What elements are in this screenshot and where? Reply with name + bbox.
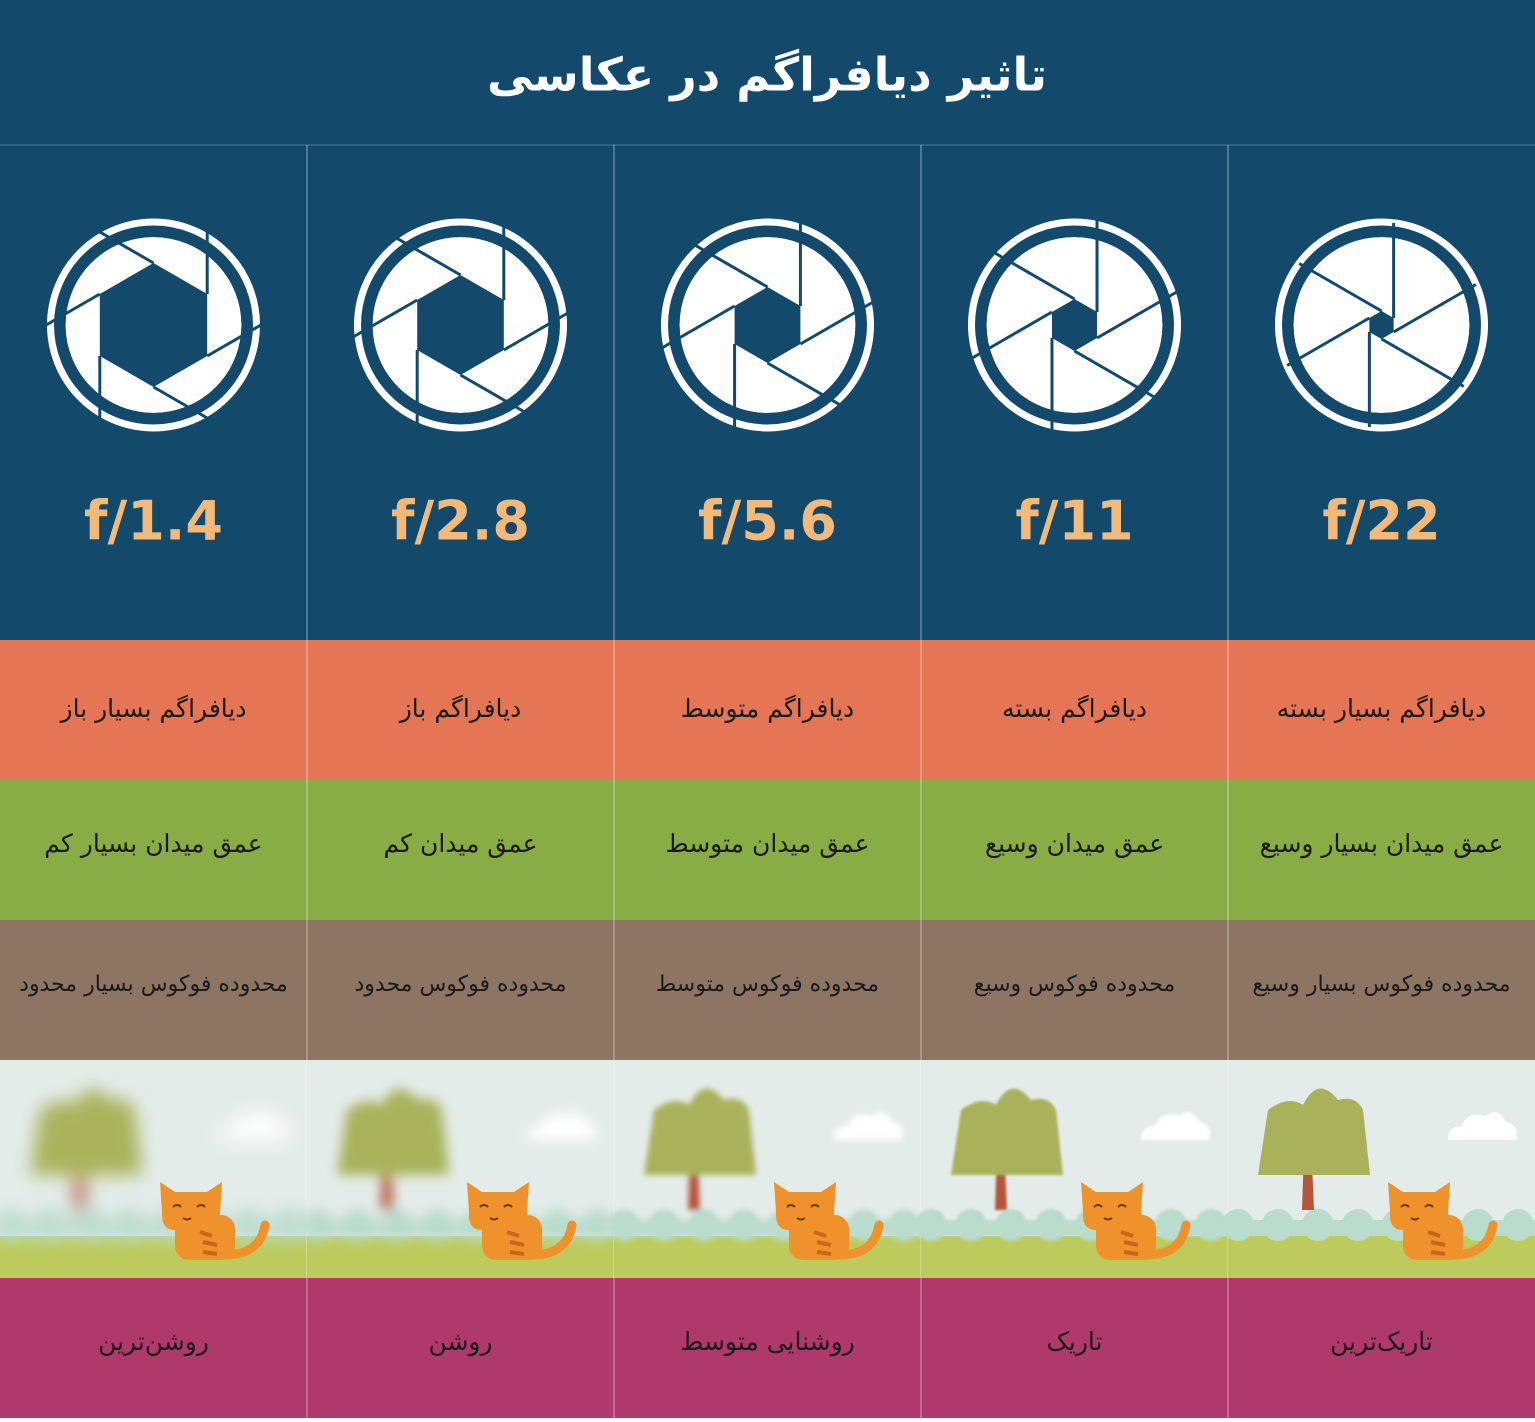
brightness: تاریک‌ترین bbox=[1330, 1327, 1433, 1356]
depth-of-field: عمق میدان متوسط bbox=[665, 829, 869, 858]
cat-stripes bbox=[506, 1230, 525, 1256]
cat-stripes bbox=[1120, 1230, 1139, 1256]
cat-head bbox=[774, 1182, 836, 1230]
f-stop: f/1.4 bbox=[84, 490, 223, 553]
icon-blade bbox=[1286, 316, 1371, 367]
f-stop: f/2.8 bbox=[391, 490, 530, 553]
cat-face bbox=[786, 1204, 820, 1221]
cat-face bbox=[1400, 1204, 1434, 1221]
depth-of-field: عمق میدان وسیع bbox=[985, 829, 1164, 859]
row-focus bbox=[0, 920, 1535, 1060]
depth-of-field: عمق میدان کم bbox=[383, 829, 537, 859]
brightness: روشنایی متوسط bbox=[680, 1327, 855, 1357]
tree-crown bbox=[1258, 1088, 1370, 1175]
icon-blade bbox=[503, 301, 587, 352]
cloud bbox=[834, 1112, 903, 1140]
focus-range: محدوده فوکوس وسیع bbox=[974, 972, 1175, 997]
icon-blade bbox=[334, 298, 418, 349]
row-brightness bbox=[0, 1278, 1535, 1418]
cat-stripes bbox=[199, 1230, 218, 1256]
icon-ring bbox=[1275, 218, 1488, 432]
focus-range: محدوده فوکوس محدود bbox=[355, 972, 567, 997]
icon-opening bbox=[417, 275, 504, 375]
cat-head bbox=[1388, 1182, 1450, 1230]
focus-range: محدوده فوکوس بسیار محدود bbox=[19, 972, 288, 997]
cat-face bbox=[1093, 1204, 1127, 1221]
aperture: دیافراگم متوسط bbox=[681, 694, 854, 724]
depth-of-field: عمق میدان بسیار کم bbox=[44, 829, 262, 859]
scene bbox=[0, 1060, 307, 1278]
cloud bbox=[220, 1112, 289, 1140]
scene bbox=[301, 1060, 614, 1278]
icon-clip bbox=[978, 229, 1171, 421]
icon-clip bbox=[1285, 229, 1478, 421]
cat-stripes bbox=[1427, 1230, 1446, 1256]
icon-blade bbox=[1392, 283, 1477, 334]
icon-blade bbox=[651, 304, 736, 355]
row-depth bbox=[0, 780, 1535, 920]
icon-ring bbox=[661, 218, 874, 432]
cat-stripes bbox=[813, 1230, 832, 1256]
focus-range: محدوده فوکوس متوسط bbox=[656, 972, 879, 997]
icon-ring bbox=[354, 218, 567, 432]
tree-crown bbox=[337, 1088, 449, 1175]
icon-ring bbox=[47, 218, 260, 432]
icon-clip bbox=[57, 229, 250, 421]
scene bbox=[608, 1060, 921, 1278]
focus-range: محدوده فوکوس بسیار وسیع bbox=[1252, 972, 1510, 997]
scene bbox=[1222, 1060, 1535, 1278]
icon-blade bbox=[1298, 262, 1383, 313]
depth-of-field: عمق میدان بسیار وسیع bbox=[1260, 829, 1504, 859]
icon-blade bbox=[799, 295, 884, 346]
tree-crown bbox=[30, 1088, 142, 1175]
f-stop: f/5.6 bbox=[698, 490, 837, 553]
f-stop: f/11 bbox=[1015, 490, 1133, 553]
title: تاثیر دیافراگم در عکاسی bbox=[487, 48, 1047, 102]
icon-opening bbox=[1369, 311, 1394, 339]
aperture: دیافراگم بسیار باز bbox=[59, 694, 247, 724]
icon-blade bbox=[684, 238, 769, 289]
scene bbox=[915, 1060, 1228, 1278]
cat-head bbox=[467, 1182, 529, 1230]
tree-crown bbox=[951, 1088, 1063, 1175]
icon-ring bbox=[968, 218, 1181, 432]
brightness: تاریک bbox=[1047, 1327, 1103, 1356]
cat-head bbox=[160, 1182, 222, 1230]
icon-blade bbox=[766, 361, 851, 412]
cat-face bbox=[172, 1204, 206, 1221]
icon-clip bbox=[364, 229, 557, 421]
cloud bbox=[1141, 1112, 1210, 1140]
cat-head bbox=[1081, 1182, 1143, 1230]
tree-crown bbox=[644, 1088, 756, 1175]
brightness: روشن‌ترین bbox=[98, 1327, 209, 1357]
aperture: دیافراگم باز bbox=[398, 694, 522, 724]
cloud bbox=[527, 1112, 596, 1140]
cloud bbox=[1448, 1112, 1517, 1140]
brightness: روشن bbox=[428, 1327, 492, 1357]
aperture: دیافراگم بسته bbox=[1002, 694, 1147, 724]
f-stop: f/22 bbox=[1322, 490, 1440, 553]
icon-opening bbox=[99, 263, 208, 387]
icon-opening bbox=[1051, 299, 1098, 351]
icon-opening bbox=[734, 287, 801, 363]
icon-blade bbox=[459, 373, 544, 424]
aperture: دیافراگم بسیار بسته bbox=[1277, 694, 1487, 724]
icon-blade bbox=[1380, 337, 1465, 388]
icon-clip bbox=[671, 229, 864, 421]
cat-face bbox=[479, 1204, 513, 1221]
row-aperture bbox=[0, 640, 1535, 780]
icon-blade bbox=[377, 226, 462, 277]
